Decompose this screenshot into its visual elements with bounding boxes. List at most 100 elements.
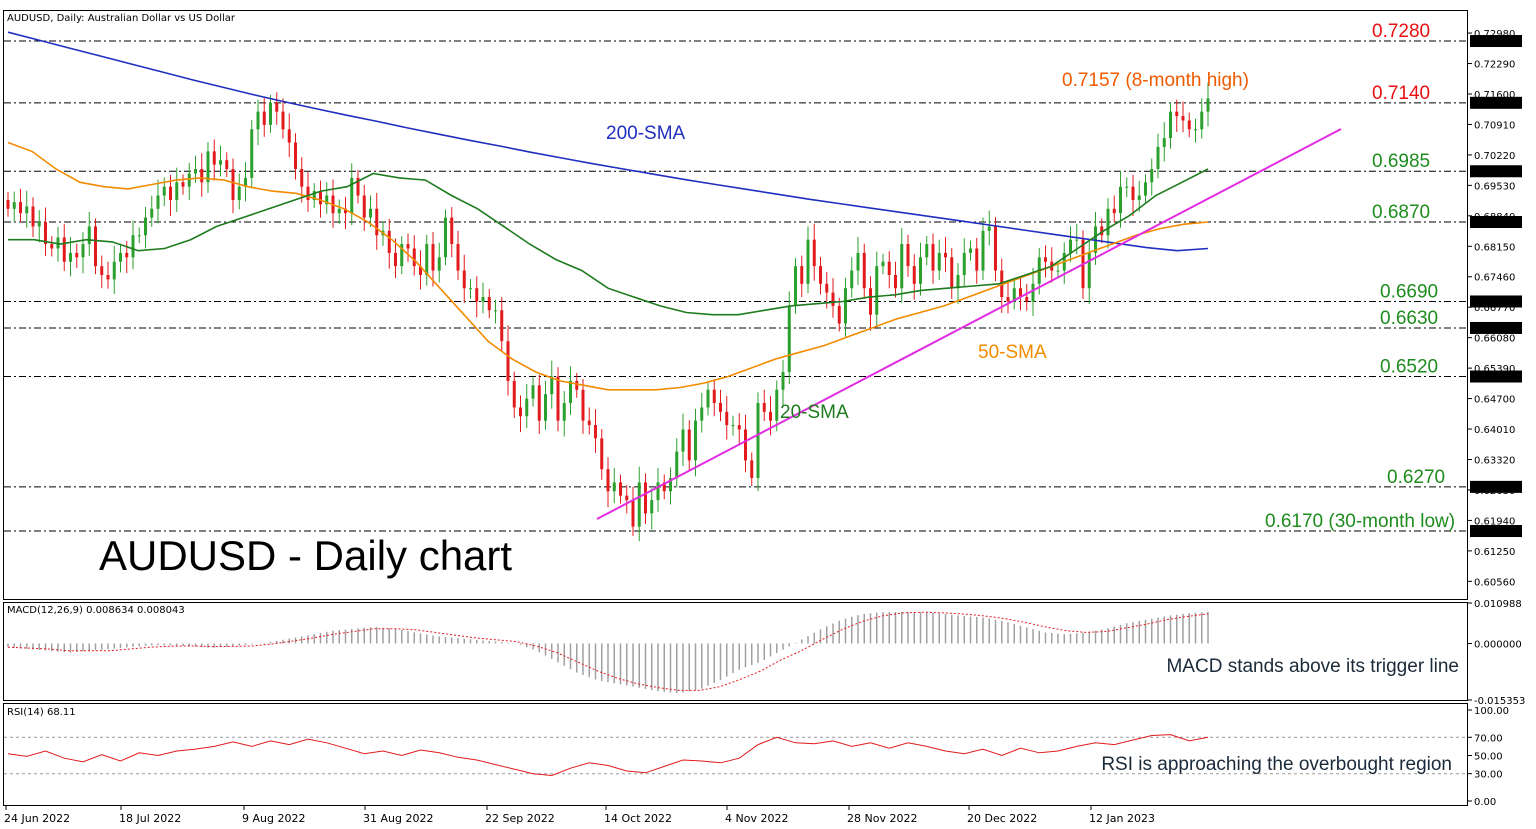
candle-body	[694, 420, 697, 461]
candle-body	[944, 252, 947, 258]
candle-body	[681, 429, 685, 452]
candle-body	[262, 111, 266, 125]
candle-body	[406, 244, 410, 249]
candle-body	[925, 244, 929, 258]
candle-body	[831, 292, 835, 306]
date-tick-label: 4 Nov 2022	[725, 812, 788, 825]
rsi-tick-label: 30.00	[1474, 770, 1503, 781]
candle-body	[912, 266, 916, 284]
level-axis-label: 0.68700	[1473, 218, 1514, 229]
candle-body	[525, 398, 529, 417]
candle-body	[400, 244, 404, 267]
candle-body	[775, 389, 779, 421]
level-label: 0.7280	[1372, 21, 1430, 42]
candle-body	[1162, 138, 1166, 147]
candle-body	[862, 252, 866, 289]
candle-body	[362, 195, 366, 218]
candle-body	[319, 191, 322, 205]
date-tick-label: 28 Nov 2022	[847, 812, 917, 825]
candle-body	[112, 261, 116, 280]
trendline-group	[596, 128, 1342, 520]
candle-body	[475, 288, 479, 302]
candle-body	[350, 177, 354, 214]
rsi-tick-label: 70.00	[1474, 733, 1503, 744]
candle-body	[225, 160, 229, 170]
price-tick-label: 0.61940	[1474, 516, 1515, 527]
candle-body	[156, 195, 160, 209]
level-axis-label: 0.72800	[1473, 37, 1514, 48]
candle-body	[612, 482, 616, 492]
candle-body	[1006, 297, 1010, 302]
candle-body	[450, 217, 454, 245]
price-tick-label: 0.65390	[1474, 364, 1515, 375]
candle-body	[181, 182, 185, 187]
candle-body	[1119, 186, 1122, 214]
candle-body	[1069, 239, 1072, 253]
candle-body	[787, 305, 791, 373]
candle-body	[844, 288, 847, 324]
candle-body	[494, 310, 497, 312]
macd-tick-label: -0.015353	[1474, 696, 1525, 707]
candle-body	[387, 230, 391, 253]
level-axis-tag	[1470, 96, 1522, 109]
candle-body	[294, 142, 297, 170]
candle-body	[981, 230, 985, 271]
sma20-line	[8, 168, 1209, 316]
candle-body	[31, 206, 35, 227]
level-label: 0.6870	[1372, 202, 1430, 223]
candle-body	[412, 248, 416, 267]
price-tick-label: 0.60560	[1474, 577, 1515, 588]
rsi-tick-label: 0.00	[1474, 797, 1496, 808]
candle-body	[250, 129, 254, 178]
candle-body	[731, 425, 735, 427]
candle-body	[1125, 186, 1129, 188]
candle-body	[650, 500, 654, 514]
candle-body	[819, 266, 822, 284]
candle-body	[231, 169, 235, 200]
moving-averages	[7, 31, 1209, 391]
candle-body	[137, 235, 141, 237]
candle-body	[1112, 208, 1116, 214]
date-tick-label: 24 Jun 2022	[4, 812, 70, 825]
candle-body	[569, 380, 572, 403]
level-axis-tag	[1470, 216, 1522, 229]
candle-body	[87, 226, 91, 245]
candle-body	[75, 252, 79, 258]
candle-body	[1150, 169, 1154, 183]
candle-body	[1019, 288, 1022, 298]
candle-body	[1131, 186, 1135, 200]
candle-body	[37, 222, 41, 227]
candle-body	[419, 266, 422, 275]
candle-body	[1175, 111, 1179, 117]
candle-body	[531, 385, 535, 399]
candle-body	[806, 239, 810, 284]
candle-body	[900, 244, 904, 289]
candle-body	[1200, 111, 1204, 130]
candle-body	[750, 460, 754, 479]
price-panel-frame	[3, 10, 1468, 600]
candle-body	[487, 297, 491, 311]
price-tick-label: 0.64700	[1474, 395, 1515, 406]
candle-body	[337, 208, 341, 214]
candle-body	[1169, 111, 1172, 139]
candle-body	[637, 482, 641, 527]
candle-body	[544, 394, 547, 421]
candle-body	[962, 252, 966, 275]
candle-body	[506, 341, 510, 381]
candle-body	[469, 288, 472, 290]
level-axis-label: 0.71400	[1473, 99, 1514, 110]
candle-body	[619, 482, 622, 496]
level-axis-tag	[1470, 525, 1522, 538]
candle-body	[644, 482, 647, 514]
candle-body	[44, 222, 47, 245]
candle-body	[600, 438, 604, 470]
candle-body	[887, 261, 891, 275]
level-axis-label: 0.65200	[1473, 373, 1514, 384]
candle-body	[62, 237, 66, 262]
sma200-label: 200-SMA	[606, 123, 686, 144]
macd-tick-label: 0.010988	[1474, 599, 1522, 610]
price-tick-label: 0.67460	[1474, 273, 1515, 284]
candle-body	[50, 244, 54, 249]
candle-body	[937, 252, 941, 271]
level-axis-label: 0.62700	[1473, 483, 1514, 494]
